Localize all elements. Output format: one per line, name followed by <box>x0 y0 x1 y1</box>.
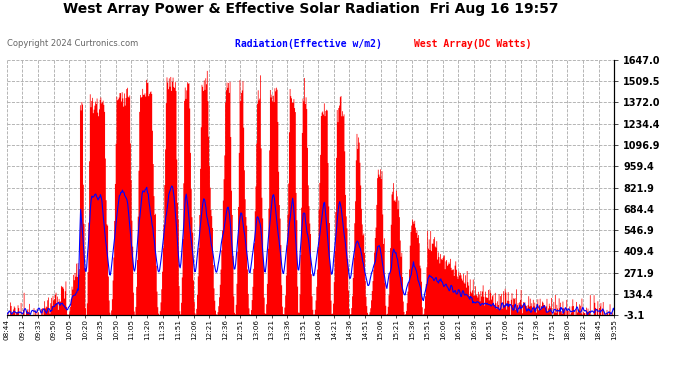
Text: Copyright 2024 Curtronics.com: Copyright 2024 Curtronics.com <box>7 39 138 48</box>
Text: Radiation(Effective w/m2): Radiation(Effective w/m2) <box>235 39 382 50</box>
Text: West Array Power & Effective Solar Radiation  Fri Aug 16 19:57: West Array Power & Effective Solar Radia… <box>63 2 558 16</box>
Text: West Array(DC Watts): West Array(DC Watts) <box>414 39 531 50</box>
